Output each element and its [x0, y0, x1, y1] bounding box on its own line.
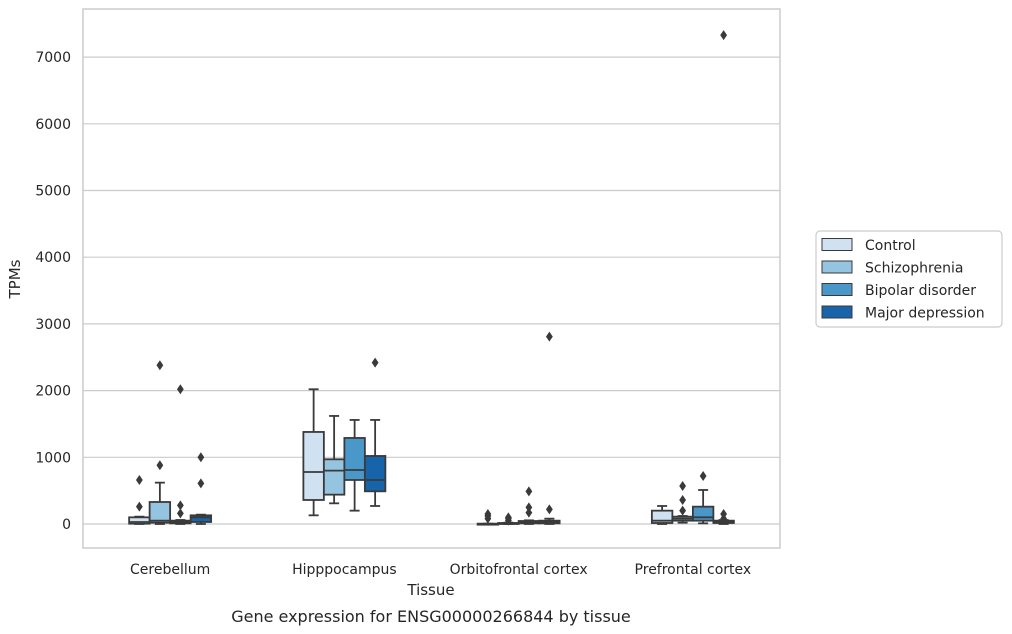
outlier-point	[176, 508, 184, 519]
outlier-point	[679, 480, 687, 491]
box	[517, 486, 541, 525]
legend-item: Major depression	[821, 305, 985, 322]
y-tick-label: 2000	[35, 384, 71, 400]
legend-label: Schizophrenia	[865, 261, 963, 277]
x-tick-label: Cerebellum	[130, 562, 210, 578]
box	[343, 419, 366, 512]
box-body	[343, 437, 366, 481]
box	[322, 415, 346, 505]
box	[169, 384, 192, 525]
box-body	[363, 455, 387, 493]
plot-area	[128, 30, 735, 526]
box-body	[302, 431, 325, 501]
y-tick-label: 6000	[35, 117, 71, 133]
y-tick-label: 1000	[35, 450, 71, 466]
legend-swatch	[821, 283, 853, 296]
x-axis: Cerebellum Hipppocampus Orbitofrontal cort…	[130, 562, 751, 578]
box	[538, 331, 561, 525]
x-axis-label: Tissue	[406, 581, 454, 599]
x-tick-label: Hipppocampus	[292, 562, 397, 578]
chart-caption: Gene expression for ENSG00000266844 by t…	[231, 607, 631, 626]
plot-frame	[82, 8, 781, 549]
legend-label: Major depression	[865, 306, 985, 322]
outlier-point	[156, 460, 164, 471]
outlier-point	[525, 486, 533, 497]
legend-swatch	[821, 260, 853, 274]
outlier-point	[135, 474, 143, 485]
box	[363, 357, 387, 507]
outlier-point	[176, 384, 184, 395]
outlier-point	[525, 507, 533, 518]
box-body	[691, 505, 715, 522]
box-body	[322, 458, 346, 496]
outlier-point	[135, 501, 143, 512]
box-body	[148, 501, 172, 524]
y-tick-label: 5000	[35, 184, 71, 200]
box	[691, 470, 715, 525]
y-tick-label: 4000	[35, 250, 71, 266]
outlier-point	[545, 331, 553, 342]
legend-swatch	[821, 238, 853, 251]
outlier-point	[197, 452, 205, 463]
outlier-point	[720, 30, 728, 41]
outlier-point	[679, 494, 687, 505]
outlier-point	[176, 500, 184, 511]
legend: Control Schizophrenia Bipolar disorder Majo…	[815, 230, 1003, 328]
outlier-point	[156, 360, 164, 371]
outlier-point	[197, 478, 205, 489]
y-tick-label: 0	[62, 517, 71, 533]
outlier-point	[545, 504, 553, 515]
box-body	[189, 514, 213, 523]
legend-label: Control	[865, 238, 916, 254]
legend-item: Schizophrenia	[821, 260, 963, 277]
y-axis-label: TPMs	[6, 259, 24, 299]
y-tick-label: 7000	[35, 50, 71, 66]
outlier-point	[504, 512, 512, 523]
box	[497, 512, 520, 526]
outlier-point	[484, 508, 492, 519]
box	[148, 360, 172, 525]
box	[128, 474, 151, 525]
legend-label: Bipolar disorder	[865, 283, 976, 299]
box	[671, 480, 694, 524]
box	[712, 30, 735, 525]
y-axis: 0 1000 2000 3000 4000 5000 6000 7000	[35, 50, 71, 533]
legend-frame	[815, 230, 1003, 328]
outlier-point	[371, 357, 379, 368]
outlier-point	[679, 505, 687, 516]
y-tick-label: 3000	[35, 317, 71, 333]
box	[476, 508, 500, 526]
legend-item: Control	[821, 238, 916, 254]
outlier-point	[720, 508, 728, 519]
legend-swatch	[821, 305, 853, 319]
box	[650, 505, 674, 525]
box	[302, 388, 325, 517]
gridlines	[83, 56, 780, 525]
x-tick-label: Orbitofrontal cortex	[450, 562, 588, 578]
outlier-point	[525, 502, 533, 513]
box	[189, 452, 213, 525]
legend-item: Bipolar disorder	[821, 283, 976, 299]
x-tick-label: Prefrontal cortex	[635, 562, 752, 578]
outlier-point	[699, 470, 707, 481]
